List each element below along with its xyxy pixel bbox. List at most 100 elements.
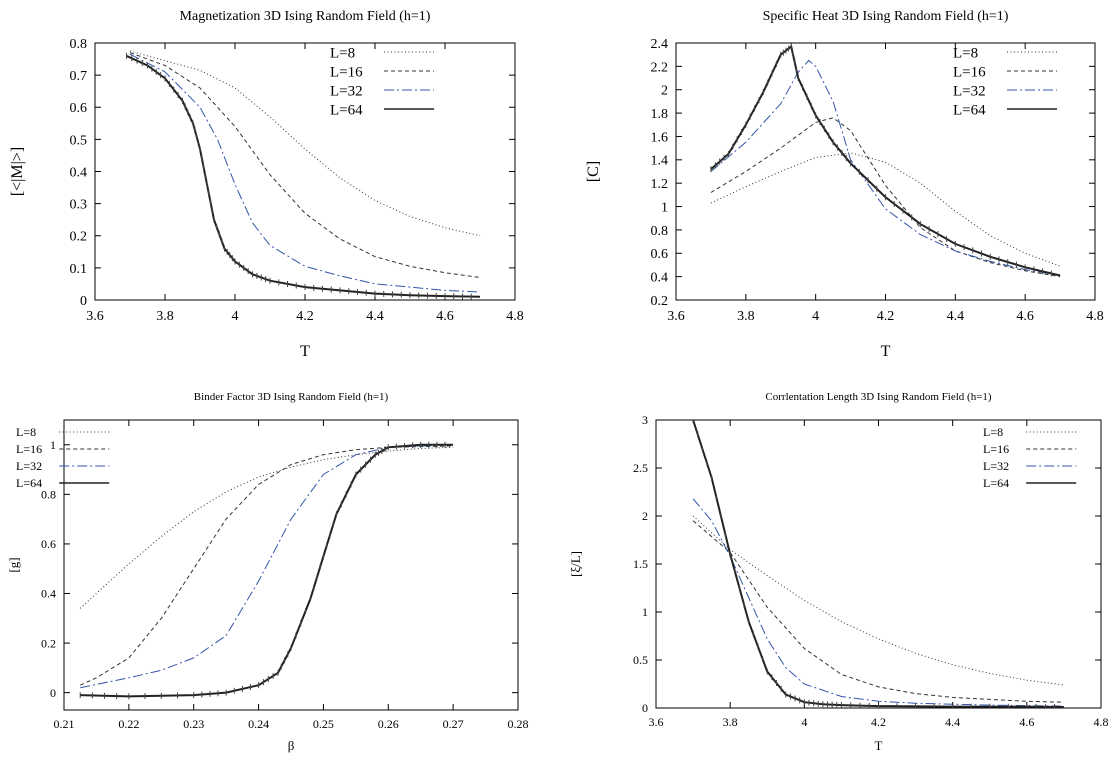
y-tick-label: 0.2 <box>651 294 669 309</box>
plot-frame <box>95 43 515 300</box>
y-tick-label: 0.4 <box>70 165 88 180</box>
y-tick-label: 2.2 <box>651 60 669 75</box>
y-tick-label: 0.8 <box>41 488 56 502</box>
legend-label: L=16 <box>330 64 363 80</box>
legend-label: L=16 <box>983 442 1009 456</box>
legend-label: L=32 <box>983 459 1009 473</box>
legend-label: L=16 <box>953 64 986 80</box>
legend-label: L=32 <box>953 83 986 99</box>
legend-label: L=32 <box>330 83 363 99</box>
y-tick-label: 0.8 <box>70 37 88 52</box>
series-line-l32 <box>80 445 453 688</box>
series-group <box>80 442 453 700</box>
y-tick-label: 2.4 <box>651 37 669 52</box>
chart-title: Specific Heat 3D Ising Random Field (h=1… <box>763 9 1009 24</box>
x-tick-label: 4.8 <box>1086 309 1104 324</box>
x-tick-label: 4.6 <box>1019 715 1034 729</box>
correlation-length-chart-svg: Corrlentation Length 3D Ising Random Fie… <box>558 380 1117 760</box>
y-tick-label: 3 <box>642 413 648 427</box>
y-tick-label: 0.2 <box>41 636 56 650</box>
y-tick-label: 1 <box>50 438 56 452</box>
x-tick-label: 3.8 <box>156 309 174 324</box>
legend: L=8 L=16 L=32 L=64 <box>16 425 109 490</box>
x-tick-label: 3.6 <box>649 715 664 729</box>
y-tick-label: 0.2 <box>70 230 88 245</box>
x-tick-label: 0.22 <box>118 717 139 731</box>
legend-label: L=64 <box>16 476 42 490</box>
legend: L=8 L=16 L=32 L=64 <box>983 425 1076 490</box>
y-tick-label: 1 <box>661 200 668 215</box>
legend-label: L=8 <box>983 425 1003 439</box>
x-tick-label: 4 <box>232 309 239 324</box>
x-tick-label: 0.25 <box>313 717 334 731</box>
y-tick-label: 0.5 <box>70 133 88 148</box>
binder-factor-chart: Binder Factor 3D Ising Random Field (h=1… <box>0 380 558 760</box>
y-tick-label: 1.4 <box>651 154 669 169</box>
y-axis-label: [ξ/L] <box>568 551 583 577</box>
series-group <box>711 44 1060 277</box>
plot-frame <box>64 420 518 710</box>
plot-frame <box>656 420 1101 708</box>
y-tick-label: 0.7 <box>70 69 88 84</box>
x-tick-label: 4.2 <box>877 309 895 324</box>
series-line-l8 <box>693 516 1064 685</box>
legend-label: L=8 <box>953 45 978 61</box>
y-tick-label: 0.4 <box>651 271 669 286</box>
x-tick-label: 0.28 <box>508 717 529 731</box>
x-axis-label: T <box>881 343 891 360</box>
x-axis-label: β <box>288 738 295 753</box>
series-line-l16 <box>130 53 480 278</box>
series-line-l8 <box>130 51 480 236</box>
x-tick-label: 3.6 <box>667 309 685 324</box>
legend: L=8 L=16 L=32 L=64 <box>330 45 434 118</box>
x-tick-label: 3.6 <box>86 309 104 324</box>
chart-title: Corrlentation Length 3D Ising Random Fie… <box>765 391 992 403</box>
series-line-l64 <box>80 445 453 697</box>
y-tick-label: 1.2 <box>651 177 669 192</box>
legend-label: L=64 <box>953 102 986 118</box>
x-tick-label: 0.24 <box>248 717 269 731</box>
y-tick-label: 0.6 <box>651 247 669 262</box>
x-tick-label: 0.21 <box>54 717 75 731</box>
x-tick-label: 4.4 <box>945 715 960 729</box>
y-tick-label: 1 <box>642 605 648 619</box>
y-axis-label: [g] <box>6 557 21 572</box>
correlation-length-chart: Corrlentation Length 3D Ising Random Fie… <box>558 380 1117 760</box>
x-tick-label: 4.8 <box>1094 715 1109 729</box>
y-axis-label: [<|M|>] <box>9 147 26 196</box>
legend-label: L=16 <box>16 442 42 456</box>
x-tick-label: 4 <box>812 309 819 324</box>
magnetization-chart: Magnetization 3D Ising Random Field (h=1… <box>0 0 558 380</box>
y-tick-label: 0.8 <box>651 224 669 239</box>
y-tick-label: 0 <box>50 686 56 700</box>
x-tick-label: 4 <box>801 715 807 729</box>
legend-label: L=64 <box>983 476 1009 490</box>
y-tick-label: 0.5 <box>633 653 648 667</box>
legend-label: L=64 <box>330 102 363 118</box>
x-tick-label: 4.8 <box>506 309 524 324</box>
y-tick-label: 0.6 <box>41 537 56 551</box>
chart-title: Magnetization 3D Ising Random Field (h=1… <box>180 9 431 24</box>
plot-frame <box>676 43 1095 300</box>
x-tick-label: 4.6 <box>1016 309 1034 324</box>
specific-heat-chart-svg: Specific Heat 3D Ising Random Field (h=1… <box>558 0 1117 380</box>
y-axis-label: [C] <box>585 161 602 182</box>
series-line-l64 <box>127 56 481 297</box>
y-tick-label: 1.5 <box>633 557 648 571</box>
x-tick-label: 4.2 <box>871 715 886 729</box>
x-tick-label: 0.23 <box>183 717 204 731</box>
legend: L=8 L=16 L=32 L=64 <box>953 45 1057 118</box>
series-line-l8 <box>80 447 453 608</box>
x-tick-label: 0.26 <box>378 717 399 731</box>
y-tick-label: 1.6 <box>651 130 669 145</box>
series-line-l64 <box>711 47 1060 276</box>
x-axis-label: T <box>875 738 883 753</box>
legend-label: L=32 <box>16 459 42 473</box>
y-tick-label: 0 <box>80 294 87 309</box>
x-tick-label: 3.8 <box>723 715 738 729</box>
y-tick-label: 0.6 <box>70 101 88 116</box>
y-tick-label: 2.5 <box>633 461 648 475</box>
x-tick-label: 3.8 <box>737 309 755 324</box>
y-tick-label: 0.1 <box>70 262 88 277</box>
y-tick-label: 0.4 <box>41 587 56 601</box>
